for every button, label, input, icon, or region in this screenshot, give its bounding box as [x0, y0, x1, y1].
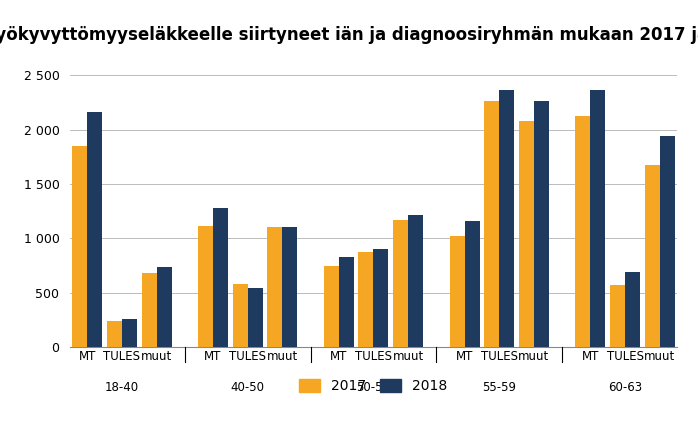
Bar — [232, 284, 248, 347]
Bar — [324, 266, 339, 347]
Bar — [464, 221, 480, 347]
Bar — [450, 236, 465, 347]
Bar — [591, 90, 605, 347]
Bar — [339, 257, 354, 347]
Bar — [625, 272, 640, 347]
Text: 18-40: 18-40 — [105, 381, 139, 394]
Text: 40-50: 40-50 — [230, 381, 265, 394]
Bar — [142, 273, 156, 347]
Bar — [373, 249, 388, 347]
Text: 50-55: 50-55 — [357, 381, 390, 394]
Bar — [267, 227, 282, 347]
Bar — [107, 321, 122, 347]
Bar — [499, 90, 514, 347]
Bar — [575, 117, 591, 347]
Bar — [282, 227, 297, 347]
Bar — [393, 220, 408, 347]
Bar — [408, 215, 423, 347]
Bar — [359, 252, 373, 347]
Bar — [519, 121, 534, 347]
Bar — [248, 288, 262, 347]
Bar — [156, 267, 172, 347]
Bar — [122, 319, 137, 347]
Bar — [87, 112, 102, 347]
Legend: 2017, 2018: 2017, 2018 — [294, 374, 453, 399]
Bar — [484, 101, 499, 347]
Bar — [213, 208, 228, 347]
Bar — [198, 227, 213, 347]
Bar — [534, 101, 549, 347]
Text: 55-59: 55-59 — [482, 381, 517, 394]
Bar — [72, 146, 87, 347]
Bar — [660, 136, 675, 347]
Bar — [645, 166, 660, 347]
Bar — [610, 285, 625, 347]
Title: Työkyvyttömyyseläkkeelle siirtyneet iän ja diagnoosiryhmän mukaan 2017 ja 2018: Työkyvyttömyyseläkkeelle siirtyneet iän … — [0, 25, 698, 44]
Text: 60-63: 60-63 — [608, 381, 642, 394]
